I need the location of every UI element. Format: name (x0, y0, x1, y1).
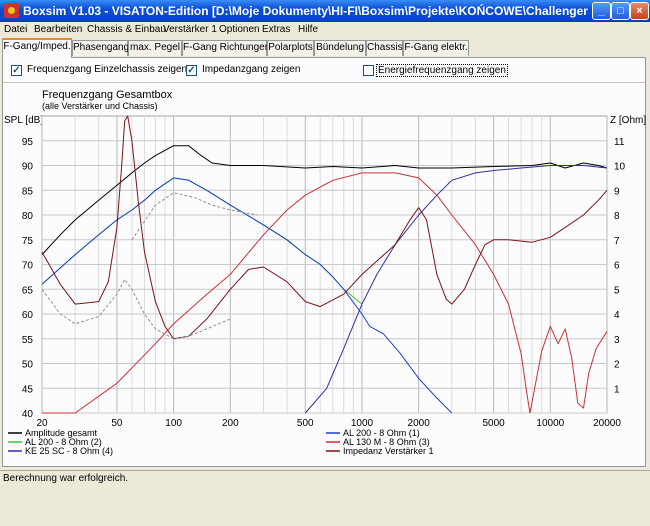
tab-phasengang[interactable]: Phasengang (72, 40, 129, 56)
tab-f-gang-richtungen[interactable]: F-Gang Richtungen (182, 40, 270, 56)
menu-bar: Datei Bearbeiten Chassis & Einbau Verstärke… (0, 22, 650, 38)
chart-panel (2, 57, 646, 467)
impedance-checkbox[interactable]: ✓ (186, 65, 197, 76)
tab-polarplots[interactable]: Polarplots (267, 40, 314, 56)
menu-optionen[interactable]: Optionen (219, 24, 260, 35)
menu-bearbeiten[interactable]: Bearbeiten (34, 24, 83, 35)
tab-f-gang-imped-[interactable]: F-Gang/Imped. (2, 38, 72, 58)
energy-label[interactable]: Energiefrequenzgang zeigen (376, 64, 508, 77)
options-bar: ✓ Frequenzgang Einzelchassis zeigen ✓ Im… (3, 60, 645, 83)
status-text: Berechnung war erfolgreich. (3, 473, 129, 484)
freq-chassis-label[interactable]: Frequenzgang Einzelchassis zeigen (27, 64, 188, 75)
title-bar: Boxsim V1.03 - VISATON-Edition [D:\Moje … (0, 0, 650, 22)
menu-datei[interactable]: Datei (4, 24, 28, 35)
status-bar: Berechnung war erfolgreich. (0, 470, 650, 487)
impedance-label[interactable]: Impedanzgang zeigen (202, 64, 301, 75)
energy-checkbox[interactable] (363, 65, 374, 76)
tab-f-gang-elektr-[interactable]: F-Gang elektr. (403, 40, 469, 56)
tab-max-pegel[interactable]: max. Pegel (128, 40, 182, 56)
tab-strip: F-Gang/Imped. Phasengang max. Pegel F-Gang … (0, 38, 650, 58)
app-icon[interactable] (4, 3, 19, 18)
menu-extras[interactable]: Extras (262, 24, 291, 35)
maximize-button[interactable]: □ (611, 2, 630, 20)
window-title: Boxsim V1.03 - VISATON-Edition [D:\Moje … (23, 4, 629, 18)
tab-bündelung[interactable]: Bündelung (314, 40, 366, 56)
minimize-button[interactable]: _ (592, 2, 611, 20)
menu-hilfe[interactable]: Hilfe (298, 24, 319, 35)
close-button[interactable]: × (630, 2, 649, 20)
menu-chassis-einbau[interactable]: Chassis & Einbau (87, 24, 166, 35)
tab-chassis[interactable]: Chassis (366, 40, 403, 56)
menu-verstärker-1[interactable]: Verstärker 1 (163, 24, 217, 35)
freq-chassis-checkbox[interactable]: ✓ (11, 65, 22, 76)
